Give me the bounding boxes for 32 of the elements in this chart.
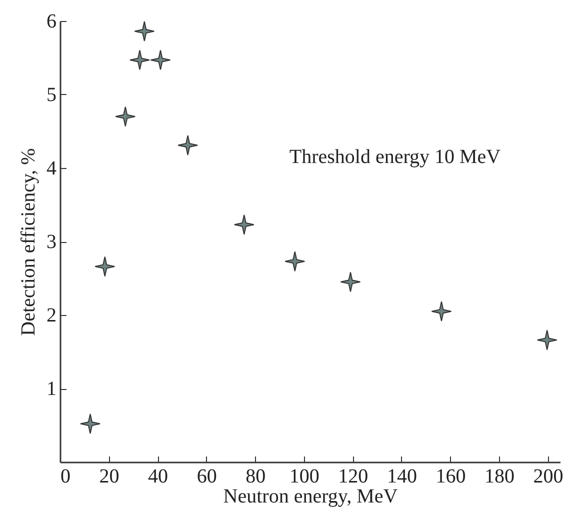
x-tick-label: 80 <box>246 466 266 488</box>
point <box>234 214 254 235</box>
point <box>134 21 155 42</box>
point <box>130 50 150 70</box>
point <box>340 272 361 292</box>
x-axis-title: Neutron energy, MeV <box>223 486 398 508</box>
y-tick-label: 5 <box>46 84 56 106</box>
x-tick-label: 40 <box>148 466 168 488</box>
point <box>115 106 136 127</box>
x-tick-label: 200 <box>533 466 564 488</box>
point <box>284 251 306 272</box>
x-tick-label: 160 <box>436 466 466 488</box>
x-tick-label: 180 <box>484 466 515 488</box>
y-tick-label: 2 <box>46 304 56 326</box>
x-tick-label: 20 <box>99 466 120 488</box>
point <box>94 256 116 277</box>
x-tick-label: 100 <box>289 466 320 488</box>
point <box>536 330 558 350</box>
point <box>150 50 171 70</box>
y-axis-title: Detection efficiency, % <box>18 148 40 336</box>
x-tick-label: 120 <box>338 466 368 488</box>
y-tick-label: 4 <box>46 158 56 180</box>
y-tick-label: 6 <box>46 10 56 32</box>
y-tick-label: 1 <box>46 378 56 400</box>
point <box>431 301 452 322</box>
x-tick-label: 60 <box>196 466 217 488</box>
annotation: Threshold energy 10 MeV <box>289 146 502 168</box>
x-tick-label: 140 <box>386 466 417 488</box>
y-tick-label: 3 <box>46 231 56 253</box>
point <box>80 414 100 434</box>
x-tick-label: 0 <box>60 466 70 488</box>
point <box>178 134 198 156</box>
